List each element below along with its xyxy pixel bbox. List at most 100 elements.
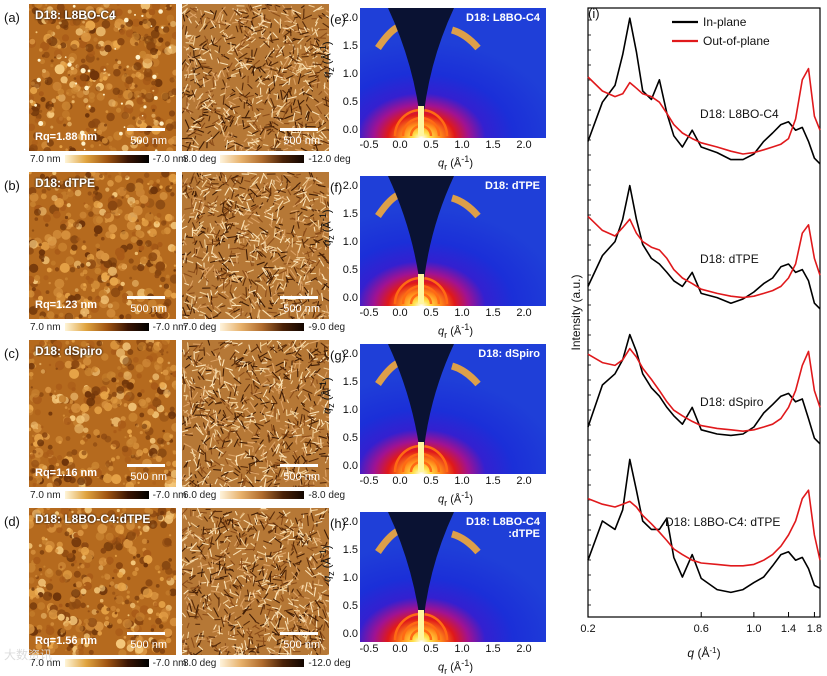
- scale-bar: [280, 464, 318, 467]
- giwaxs-y-tick-label: 2.0: [342, 516, 358, 528]
- giwaxs-y-tick-label: 2.0: [342, 180, 358, 192]
- giwaxs-pattern-1: D18: L8BO-C4: [360, 8, 546, 138]
- colorbar-gradient: [220, 323, 304, 331]
- colorbar-max-label: 7.0 nm: [30, 490, 61, 501]
- scale-bar-label: 500 nm: [130, 303, 167, 315]
- height-colorbar: 7.0 nm-7.0 nm: [30, 320, 186, 334]
- giwaxs-y-tick-label: 2.0: [342, 348, 358, 360]
- panel-letter-b: (b): [4, 178, 20, 193]
- phase-colorbar: 7.0 deg-9.0 deg: [183, 320, 345, 334]
- colorbar-gradient: [65, 659, 149, 667]
- profile-sample-label: D18: L8BO-C4: [700, 107, 779, 121]
- giwaxs-x-axis-label: qr (Å-1): [438, 490, 473, 508]
- giwaxs-x-tick-label: -0.5: [356, 475, 382, 487]
- giwaxs-pattern-2: D18: dTPE: [360, 176, 546, 306]
- giwaxs-y-axis-label: qz (Å-1): [318, 41, 336, 78]
- colorbar-min-label: -8.0 deg: [308, 490, 345, 501]
- colorbar-max-label: 8.0 deg: [183, 154, 216, 165]
- phase-colorbar: 8.0 deg -12.0 deg: [183, 152, 351, 166]
- scale-bar: [127, 128, 165, 131]
- giwaxs-x-tick-label: 1.5: [480, 307, 506, 319]
- giwaxs-x-tick-label: -0.5: [356, 139, 382, 151]
- giwaxs-x-tick-label: 2.0: [511, 643, 537, 655]
- afm-sample-label: D18: L8BO-C4: [35, 8, 116, 22]
- panel-letter-f: (f): [330, 180, 342, 195]
- giwaxs-y-tick-label: 1.0: [342, 404, 358, 416]
- colorbar-gradient: [220, 155, 304, 163]
- scale-bar: [280, 632, 318, 635]
- giwaxs-x-axis-label: qr (Å-1): [438, 322, 473, 340]
- giwaxs-y-tick-label: 0.5: [342, 264, 358, 276]
- profile-sample-label: D18: L8BO-C4: dTPE: [665, 515, 780, 529]
- giwaxs-x-tick-label: 2.0: [511, 475, 537, 487]
- giwaxs-x-tick-label: 1.5: [480, 643, 506, 655]
- scale-bar-label: 500 nm: [283, 639, 320, 651]
- giwaxs-y-tick-label: 2.0: [342, 12, 358, 24]
- giwaxs-y-tick-label: 0.0: [342, 628, 358, 640]
- scale-bar: [280, 296, 318, 299]
- giwaxs-x-tick-label: 0.5: [418, 139, 444, 151]
- giwaxs-x-tick-label: 1.5: [480, 139, 506, 151]
- colorbar-min-label: -7.0 nm: [153, 322, 187, 333]
- colorbar-gradient: [65, 155, 149, 163]
- legend-entry: In-plane: [703, 15, 747, 29]
- giwaxs-y-tick-label: 0.0: [342, 460, 358, 472]
- giwaxs-pattern-4: D18: L8BO-C4 :dTPE: [360, 512, 546, 642]
- colorbar-min-label: -7.0 nm: [153, 658, 187, 669]
- profile-curve-in-plane-3: [588, 335, 820, 444]
- giwaxs-x-tick-label: 0.0: [387, 139, 413, 151]
- giwaxs-y-tick-label: 1.0: [342, 68, 358, 80]
- giwaxs-pattern-3: D18: dSpiro: [360, 344, 546, 474]
- giwaxs-x-axis-label: qr (Å-1): [438, 658, 473, 676]
- giwaxs-sample-label: D18: dTPE: [485, 180, 540, 192]
- giwaxs-x-tick-label: 1.0: [449, 475, 475, 487]
- scale-bar-label: 500 nm: [130, 639, 167, 651]
- giwaxs-y-tick-label: 0.0: [342, 292, 358, 304]
- giwaxs-x-tick-label: 0.5: [418, 307, 444, 319]
- profile-sample-label: D18: dSpiro: [700, 395, 764, 409]
- scale-bar-label: 500 nm: [283, 135, 320, 147]
- colorbar-min-label: -12.0 deg: [308, 154, 350, 165]
- x-axis-label: q (Å-1): [687, 645, 720, 660]
- colorbar-gradient: [65, 491, 149, 499]
- giwaxs-x-tick-label: 2.0: [511, 307, 537, 319]
- giwaxs-x-axis-label: qr (Å-1): [438, 154, 473, 172]
- giwaxs-y-tick-label: 1.5: [342, 208, 358, 220]
- colorbar-min-label: -7.0 nm: [153, 490, 187, 501]
- colorbar-max-label: 8.0 deg: [183, 658, 216, 669]
- giwaxs-y-tick-label: 1.0: [342, 236, 358, 248]
- scale-bar-label: 500 nm: [130, 471, 167, 483]
- giwaxs-y-tick-label: 0.5: [342, 432, 358, 444]
- giwaxs-x-tick-label: 1.0: [449, 139, 475, 151]
- roughness-label: Rq=1.23 nm: [35, 299, 97, 311]
- giwaxs-sample-label: D18: L8BO-C4 :dTPE: [466, 516, 540, 540]
- x-tick-label: 0.2: [580, 623, 595, 635]
- giwaxs-x-tick-label: 0.5: [418, 643, 444, 655]
- giwaxs-x-tick-label: 0.0: [387, 643, 413, 655]
- colorbar-min-label: -9.0 deg: [308, 322, 345, 333]
- giwaxs-x-tick-label: 1.5: [480, 475, 506, 487]
- colorbar-min-label: -12.0 deg: [308, 658, 350, 669]
- afm-sample-label: D18: L8BO-C4:dTPE: [35, 512, 150, 526]
- colorbar-gradient: [220, 491, 304, 499]
- scale-bar: [127, 464, 165, 467]
- x-tick-label: 1.8: [807, 623, 822, 635]
- afm-phase-image-2: 500 nm: [182, 172, 329, 319]
- colorbar-gradient: [220, 659, 304, 667]
- afm-phase-image-1: 500 nm: [182, 4, 329, 151]
- giwaxs-x-tick-label: 0.0: [387, 475, 413, 487]
- giwaxs-y-axis-label: qz (Å-1): [318, 545, 336, 582]
- scale-bar-label: 500 nm: [283, 303, 320, 315]
- height-colorbar: 7.0 nm -7.0 nm: [30, 488, 186, 502]
- giwaxs-y-tick-label: 1.5: [342, 376, 358, 388]
- giwaxs-x-tick-label: 2.0: [511, 139, 537, 151]
- giwaxs-y-tick-label: 1.5: [342, 544, 358, 556]
- x-tick-label: 0.6: [694, 623, 709, 635]
- colorbar-gradient: [65, 323, 149, 331]
- giwaxs-y-axis-label: qz (Å-1): [318, 377, 336, 414]
- giwaxs-x-tick-label: -0.5: [356, 643, 382, 655]
- scale-bar-label: 500 nm: [130, 135, 167, 147]
- giwaxs-y-tick-label: 0.5: [342, 96, 358, 108]
